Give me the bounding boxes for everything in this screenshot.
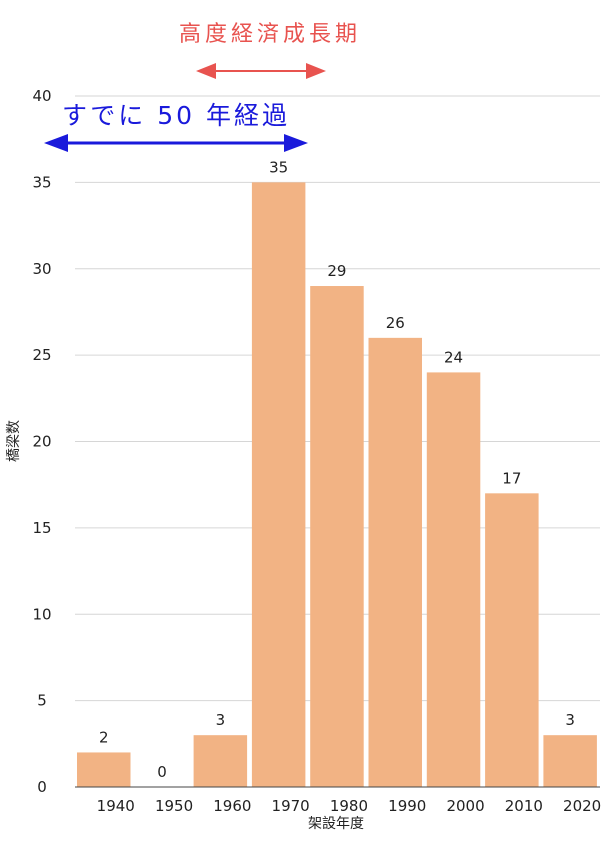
- y-tick-labels: 0 5 10 15 20 25 30 35 40: [32, 87, 51, 796]
- x-tick-label-1940: 1940: [97, 797, 135, 815]
- y-tick-label: 10: [32, 605, 51, 623]
- x-tick-labels: 1940 1950 1960 1970 1980 1990 2000 2010 2020: [97, 797, 602, 815]
- data-label-2000: 24: [444, 348, 463, 366]
- over-50-years-arrow: [44, 134, 308, 152]
- high-growth-period-arrow: [196, 63, 326, 79]
- data-label-1980: 29: [327, 262, 346, 280]
- data-label-1950: 0: [157, 763, 167, 781]
- bar-1980: [310, 286, 364, 787]
- high-growth-period-label: 高度経済成長期: [179, 22, 361, 47]
- x-tick-label-2000: 2000: [446, 797, 484, 815]
- data-label-1970: 35: [269, 158, 288, 176]
- bar-2020: [543, 735, 597, 787]
- bar-2010: [485, 493, 539, 787]
- bar-1990: [368, 337, 422, 787]
- bar-1970: [251, 182, 306, 787]
- y-tick-label: 30: [32, 260, 51, 278]
- y-tick-label: 40: [32, 87, 51, 105]
- x-tick-label-1980: 1980: [330, 797, 368, 815]
- x-tick-label-2010: 2010: [505, 797, 543, 815]
- data-label-1990: 26: [386, 314, 405, 332]
- x-axis-title: 架設年度: [308, 816, 364, 832]
- x-tick-label-1960: 1960: [213, 797, 251, 815]
- data-labels: 2 0 3 35 29 26 24 17 3: [99, 158, 575, 781]
- y-tick-label: 20: [32, 433, 51, 451]
- y-tick-label: 35: [32, 173, 51, 191]
- x-tick-label-1970: 1970: [272, 797, 310, 815]
- data-label-1940: 2: [99, 728, 109, 746]
- y-tick-label: 0: [37, 778, 47, 796]
- y-tick-label: 25: [32, 346, 51, 364]
- over-50-years-label: すでに 50 年経過: [62, 101, 290, 130]
- bar-1960: [193, 735, 248, 787]
- x-tick-label-2020: 2020: [563, 797, 601, 815]
- bars: [77, 182, 597, 787]
- data-label-1960: 3: [216, 711, 226, 729]
- y-tick-label: 5: [37, 692, 47, 710]
- y-axis-title: 橋梁数: [6, 420, 22, 462]
- x-tick-label-1990: 1990: [388, 797, 426, 815]
- bar-1940: [77, 752, 131, 787]
- bar-2000: [426, 372, 481, 787]
- data-label-2010: 17: [502, 469, 521, 487]
- data-label-2020: 3: [565, 711, 575, 729]
- y-tick-label: 15: [32, 519, 51, 537]
- x-tick-label-1950: 1950: [155, 797, 193, 815]
